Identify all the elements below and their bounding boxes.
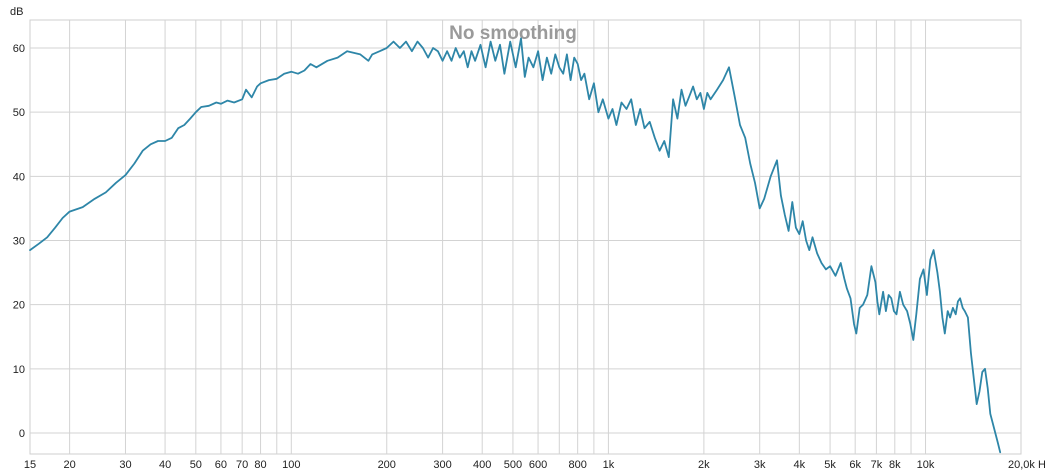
x-tick-label: 40 [159,459,171,471]
y-tick-label: 40 [13,171,25,183]
x-tick-label: 70 [236,459,248,471]
x-tick-label: 800 [568,459,586,471]
x-tick-label: 15 [24,459,36,471]
x-tick-label: 8k [889,459,901,471]
y-axis-unit-label: dB [10,6,23,18]
series-line [29,37,1002,454]
x-tick-label: 300 [433,459,451,471]
x-tick-label: 6k [849,459,861,471]
y-tick-label: 10 [13,364,25,376]
x-tick-label: 1k [603,459,615,471]
y-tick-label: 50 [13,107,25,119]
x-tick-label: 2k [698,459,710,471]
x-tick-label: 400 [473,459,491,471]
x-tick-label: 20 [63,459,75,471]
x-tick-label: 600 [529,459,547,471]
x-tick-label: 3k [754,459,766,471]
x-tick-label: 30 [119,459,131,471]
y-tick-label: 0 [19,428,25,440]
x-tick-label: 500 [504,459,522,471]
x-tick-label: 5k [824,459,836,471]
y-tick-label: 60 [13,43,25,55]
series-layer [29,37,1002,454]
x-tick-label: 200 [378,459,396,471]
y-tick-label: 30 [13,236,25,248]
x-tick-label: 10k [917,459,935,471]
y-axis-tick-labels: 0 10 20 30 40 50 60 [13,43,25,440]
x-tick-label: 60 [215,459,227,471]
x-tick-label: 7k [871,459,883,471]
chart-title: No smoothing [449,23,577,44]
x-tick-label: 80 [254,459,266,471]
x-tick-label: 20,0k Hz [1008,459,1045,471]
y-tick-label: 20 [13,300,25,312]
x-axis-tick-labels: 15 20 30 40 50 60 70 80 100 200 300 400 500 600 800 1k 2… [24,459,1045,471]
x-tick-label: 50 [190,459,202,471]
x-tick-label: 100 [282,459,300,471]
x-tick-label: 4k [794,459,806,471]
plot-area [29,19,1022,455]
